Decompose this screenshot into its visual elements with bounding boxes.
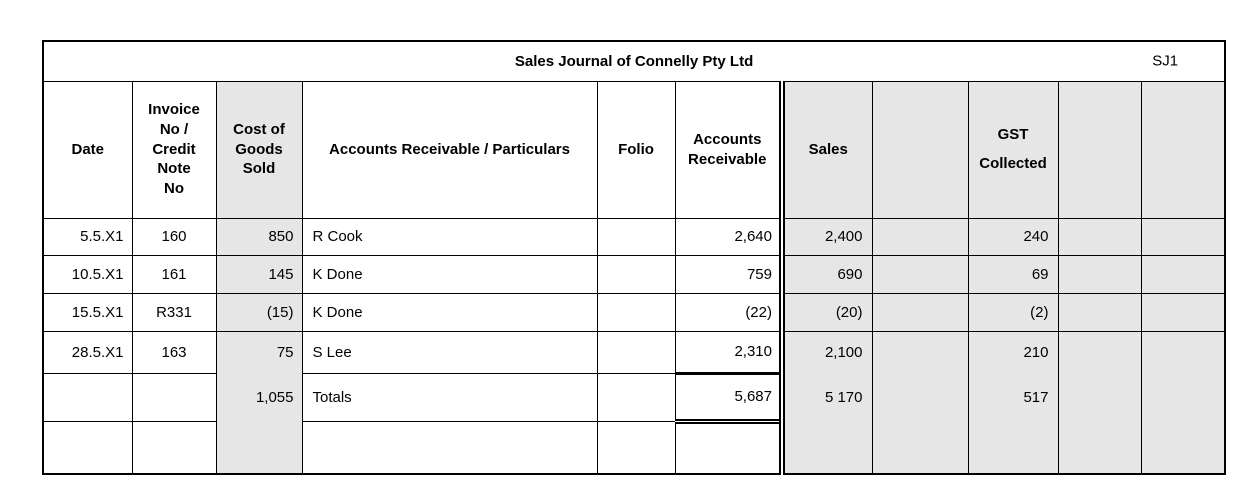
cell-cogs-total: 1,055 [215,373,303,421]
cell-blank [1140,330,1226,373]
cell-sales-total: 5 170 [781,373,873,421]
journal-page-reference: SJ1 [1152,52,1179,70]
header-blank-2 [1057,80,1142,219]
header-blank-1 [871,80,969,219]
header-sales: Sales [781,80,873,219]
cell-blank [1140,254,1226,294]
cell-gst-collected: 240 [967,217,1059,256]
cell-blank [1057,292,1142,332]
cell-blank [1057,373,1142,421]
cell-sales: 2,400 [781,217,873,256]
header-invoice-credit-note: Invoice No / Credit Note No [131,80,217,219]
cell-folio [596,217,676,256]
header-date: Date [42,80,133,219]
cell-accounts-receivable: (22) [674,292,785,332]
journal-row-3: 15.5.X1 R331 (15) K Done (22) (20) (2) [42,292,1226,332]
cell-date: 28.5.X1 [42,330,133,374]
cell-particulars: K Done [301,292,598,332]
cell-blank [871,373,969,421]
cell-accounts-receivable: 759 [674,254,785,294]
cell-invoice-no: 160 [131,217,217,256]
cell-date: 10.5.X1 [42,254,133,294]
cell-date: 15.5.X1 [42,292,133,332]
cell-folio [596,330,676,374]
header-folio: Folio [596,80,676,219]
cell-blank [871,292,969,332]
cell-particulars [301,420,598,475]
cell-folio [596,254,676,294]
journal-row-1: 5.5.X1 160 850 R Cook 2,640 2,400 240 [42,217,1226,256]
sales-journal-table: Sales Journal of Connelly Pty Ltd SJ1 Da… [42,40,1227,475]
cell-invoice-no: 163 [131,330,217,374]
cell-invoice-no [131,372,217,422]
cell-gst-collected: (2) [967,292,1059,332]
cell-accounts-receivable [674,420,785,475]
cell-invoice-no [131,420,217,475]
cell-gst-collected: 69 [967,254,1059,294]
cell-sales: 690 [781,254,873,294]
cell-blank [871,330,969,373]
header-row: Date Invoice No / Credit Note No Cost of… [42,80,1226,219]
cell-gst-collected-total: 517 [967,373,1059,421]
cell-accounts-receivable: 2,640 [674,217,785,256]
cell-date: 5.5.X1 [42,217,133,256]
cell-folio [596,292,676,332]
cell-blank [1057,254,1142,294]
cell-invoice-no: 161 [131,254,217,294]
cell-folio [596,420,676,475]
cell-blank [871,421,969,475]
cell-sales: 2,100 [781,330,873,373]
header-cost-of-goods-sold: Cost of Goods Sold [215,80,303,219]
cell-cogs: 145 [215,254,303,294]
cell-particulars: S Lee [301,330,598,374]
cell-credit-note-no: R331 [131,292,217,332]
cell-cogs: 850 [215,217,303,256]
cell-blank [1140,421,1226,475]
header-blank-3 [1140,80,1226,219]
title-row: Sales Journal of Connelly Pty Ltd SJ1 [42,40,1226,82]
cell-particulars: R Cook [301,217,598,256]
cell-blank [871,254,969,294]
cell-blank [1140,373,1226,421]
cell-accounts-receivable: 2,310 [674,330,785,374]
cell-gst-collected [967,421,1059,475]
journal-row-4: 28.5.X1 163 75 S Lee 2,310 2,100 210 [42,330,1226,374]
cell-cogs: 75 [215,330,303,373]
cell-folio [596,372,676,422]
cell-blank [871,217,969,256]
cell-date [42,372,133,422]
header-gst-collected: GST Collected [967,80,1059,219]
cell-date [42,420,133,475]
cell-cogs: (15) [215,292,303,332]
cell-gst-collected: 210 [967,330,1059,373]
cell-blank [1140,217,1226,256]
header-accounts-receivable-particulars: Accounts Receivable / Particulars [301,80,598,219]
cell-blank [1057,421,1142,475]
title-cell: Sales Journal of Connelly Pty Ltd SJ1 [42,40,1226,82]
cell-totals-label: Totals [301,372,598,422]
cell-accounts-receivable-total: 5,687 [674,371,785,424]
journal-title: Sales Journal of Connelly Pty Ltd [514,52,754,70]
cell-cogs [215,421,303,475]
empty-row [42,420,1226,475]
totals-row: 1,055 Totals 5,687 5 170 517 [42,371,1226,424]
cell-sales: (20) [781,292,873,332]
cell-sales [781,421,873,475]
cell-blank [1057,330,1142,373]
cell-blank [1140,292,1226,332]
cell-blank [1057,217,1142,256]
header-accounts-receivable: Accounts Receivable [674,80,785,219]
journal-row-2: 10.5.X1 161 145 K Done 759 690 69 [42,254,1226,294]
cell-particulars: K Done [301,254,598,294]
